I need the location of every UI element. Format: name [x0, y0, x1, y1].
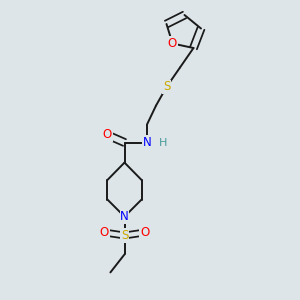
- Text: N: N: [120, 210, 129, 223]
- Text: H: H: [159, 137, 168, 148]
- Text: S: S: [163, 80, 170, 94]
- Text: N: N: [142, 136, 152, 149]
- Text: O: O: [100, 226, 109, 239]
- Text: O: O: [168, 37, 177, 50]
- Text: O: O: [103, 128, 112, 142]
- Text: S: S: [121, 229, 128, 242]
- Text: O: O: [140, 226, 149, 239]
